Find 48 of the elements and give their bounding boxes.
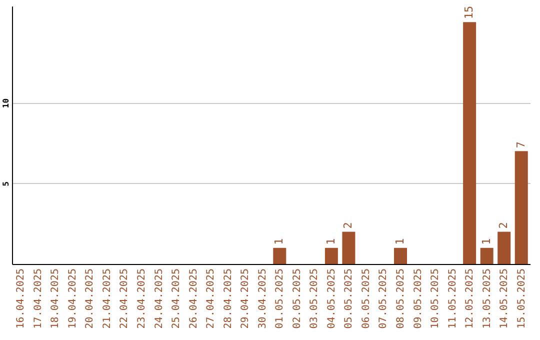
x-tick-label: 01.05.2025: [274, 268, 286, 329]
x-tick-label: 16.04.2025: [16, 268, 27, 329]
x-tick-label: 29.04.2025: [240, 268, 252, 329]
x-tick-label: 23.04.2025: [136, 268, 148, 329]
x-tick-label: 22.04.2025: [119, 268, 130, 329]
x-tick-label: 10.05.2025: [430, 268, 442, 329]
x-tick-label: 24.04.2025: [154, 268, 165, 329]
x-tick-label: 21.04.2025: [102, 268, 113, 329]
x-tick-label: 17.04.2025: [32, 268, 44, 329]
x-tick-label: 15.05.2025: [516, 268, 528, 329]
x-tick-label: 03.05.2025: [309, 268, 320, 329]
x-tick-label: 11.05.2025: [447, 268, 458, 329]
bar: [480, 248, 494, 264]
data-label: 7: [514, 142, 528, 148]
x-tick-label: 14.05.2025: [499, 268, 510, 329]
data-label: 1: [324, 238, 338, 245]
x-tick-label: 08.05.2025: [396, 268, 406, 329]
x-tick-label: 27.04.2025: [206, 268, 217, 329]
x-tick-label: 30.04.2025: [257, 268, 268, 329]
x-tick-label: 20.04.2025: [84, 268, 96, 329]
data-label: 1: [272, 238, 286, 245]
bar: [342, 232, 356, 264]
bar: [273, 248, 286, 264]
x-tick-label: 06.05.2025: [360, 268, 372, 329]
x-tick-label: 05.05.2025: [344, 268, 355, 329]
x-tick-label: 02.05.2025: [292, 268, 303, 329]
data-label: 2: [497, 222, 510, 229]
data-label: 1: [394, 238, 406, 245]
x-tick-label: 12.05.2025: [464, 268, 476, 329]
x-tick-label: 25.04.2025: [171, 268, 182, 329]
x-tick-label: 19.04.2025: [67, 268, 78, 329]
x-tick-label: 09.05.2025: [412, 268, 424, 329]
x-tick-label: 13.05.2025: [482, 268, 493, 329]
bar: [498, 232, 511, 264]
data-label: 2: [342, 222, 355, 229]
x-tick-label: 04.05.2025: [326, 268, 338, 329]
data-label: 15: [462, 6, 476, 20]
bar: [324, 248, 338, 264]
bar: [463, 22, 476, 264]
bar: [514, 151, 528, 264]
data-label: 1: [480, 238, 493, 245]
y-tick-label: 10: [2, 98, 10, 108]
x-tick-label: 18.04.2025: [50, 268, 62, 329]
x-tick-label: 07.05.2025: [378, 268, 390, 329]
x-tick-label: 26.04.2025: [188, 268, 200, 329]
x-tick-label: 28.04.2025: [222, 268, 234, 329]
bar: [394, 248, 407, 264]
y-tick-label: 5: [2, 181, 10, 186]
